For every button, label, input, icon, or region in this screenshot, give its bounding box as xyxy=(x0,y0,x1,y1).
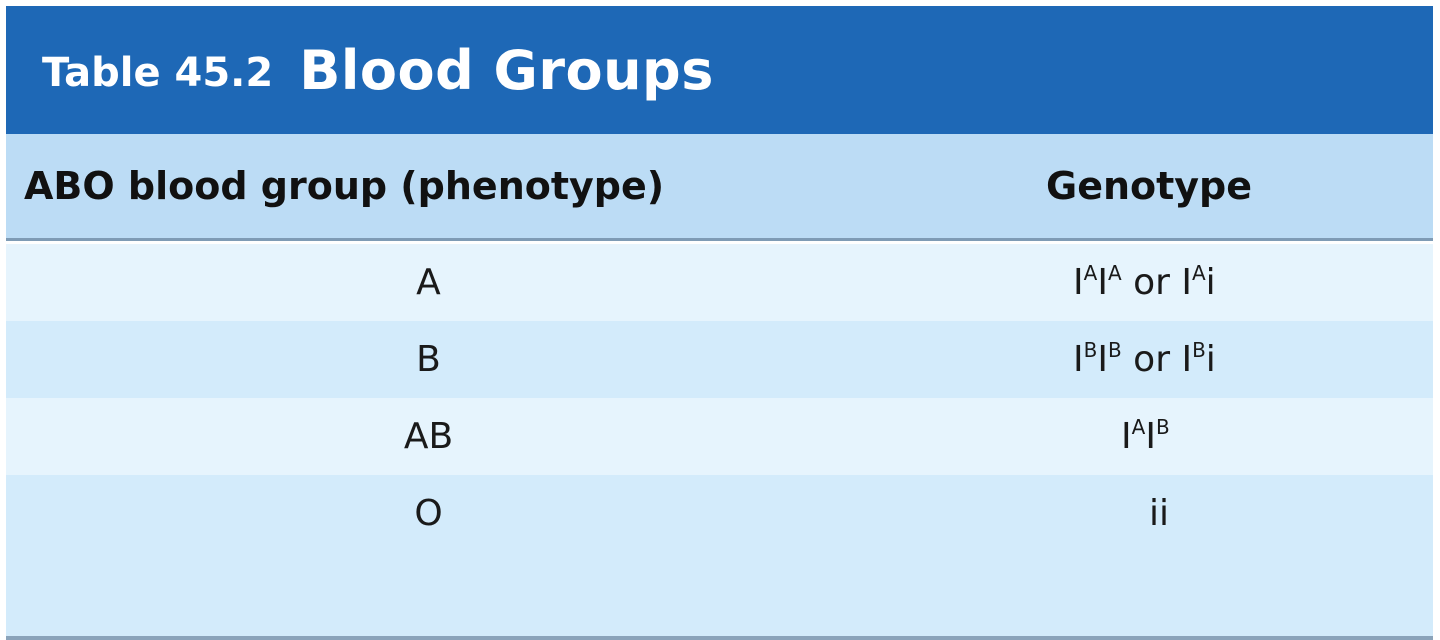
allele-superscript: B xyxy=(1083,338,1098,362)
genotype-text: or xyxy=(1121,339,1182,380)
allele-symbol: I xyxy=(1073,339,1084,380)
allele-superscript: B xyxy=(1192,338,1206,362)
column-header-genotype: Genotype xyxy=(1046,164,1253,208)
genotype-cell: IBIB or IBi xyxy=(851,339,1433,380)
genotype-cell: ii xyxy=(851,493,1433,534)
genotype-text: i xyxy=(1205,339,1216,380)
table-title: Blood Groups xyxy=(299,38,714,102)
allele-superscript: B xyxy=(1107,338,1122,362)
table-number-label: Table 45.2 xyxy=(42,50,274,96)
genotype-text: i xyxy=(1205,262,1216,303)
phenotype-cell: A xyxy=(416,262,441,303)
genotype-text: or xyxy=(1121,262,1182,303)
allele-symbol: I xyxy=(1097,339,1108,380)
allele-superscript: B xyxy=(1155,415,1170,439)
genotype-cell: IAIA or IAi xyxy=(851,262,1433,303)
allele-symbol: I xyxy=(1181,262,1192,303)
allele-symbol: I xyxy=(1097,262,1108,303)
phenotype-cell: AB xyxy=(403,416,454,457)
allele-superscript: A xyxy=(1083,261,1098,285)
allele-symbol: I xyxy=(1073,262,1084,303)
table-body: A IAIA or IAi B IBIB or IBi AB IAIB O ii xyxy=(6,244,1433,640)
allele-superscript: A xyxy=(1191,261,1206,285)
table-header-row: ABO blood group (phenotype) Genotype xyxy=(6,134,1433,241)
phenotype-cell: B xyxy=(416,339,441,380)
table-bottom-padding xyxy=(6,552,1433,640)
table-row: O ii xyxy=(6,475,1433,552)
allele-symbol: I xyxy=(1181,339,1193,380)
blood-groups-table: Table 45.2 Blood Groups ABO blood group … xyxy=(6,6,1433,640)
allele-superscript: A xyxy=(1131,415,1146,439)
table-row: B IBIB or IBi xyxy=(6,321,1433,398)
phenotype-cell: O xyxy=(414,493,443,534)
table-row: AB IAIB xyxy=(6,398,1433,475)
genotype-cell: IAIB xyxy=(851,416,1433,457)
table-row: A IAIA or IAi xyxy=(6,244,1433,321)
allele-symbol: I xyxy=(1145,416,1156,457)
allele-superscript: A xyxy=(1107,261,1122,285)
allele-symbol: I xyxy=(1121,416,1132,457)
table-title-bar: Table 45.2 Blood Groups xyxy=(6,6,1433,134)
genotype-text: ii xyxy=(1149,493,1170,534)
column-header-phenotype: ABO blood group (phenotype) xyxy=(24,164,665,208)
